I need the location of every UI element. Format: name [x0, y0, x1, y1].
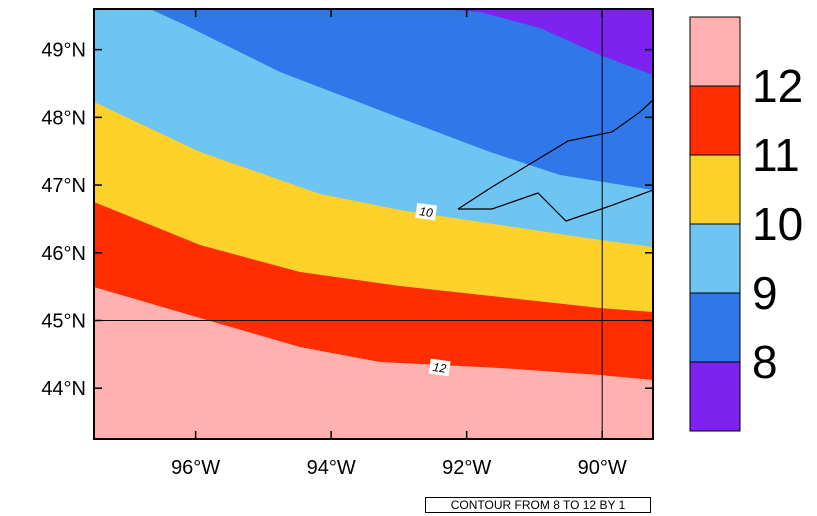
legend-swatch — [689, 16, 741, 87]
y-tick-label: 48°N — [41, 107, 86, 129]
y-tick-label: 46°N — [41, 243, 86, 265]
color-legend: 12 11 10 9 8 — [689, 16, 803, 432]
contour-labels: 10 12 — [415, 202, 451, 377]
y-tick-label: 47°N — [41, 175, 86, 197]
legend-swatch — [689, 292, 741, 363]
contour-label-text: 10 — [418, 204, 433, 220]
legend-swatch — [689, 85, 741, 156]
legend-swatch — [689, 154, 741, 225]
x-tick-label: 94°W — [307, 457, 356, 479]
legend-label: 12 — [752, 60, 803, 112]
contour-label: 12 — [428, 358, 451, 377]
legend-label: 8 — [752, 336, 778, 388]
y-tick-label: 44°N — [41, 378, 86, 400]
y-tick-label: 45°N — [41, 310, 86, 332]
x-tick-label: 90°W — [578, 457, 627, 479]
axis-ticks: 96°W 94°W 92°W 90°W 49°N 48°N 47°N 46°N 45°N 44°N — [41, 9, 653, 479]
contour-label: 10 — [415, 202, 438, 221]
x-tick-label: 96°W — [171, 457, 220, 479]
legend-label: 11 — [752, 129, 800, 181]
contour-label-text: 12 — [432, 360, 447, 376]
legend-label: 10 — [752, 198, 803, 250]
x-tick-label: 92°W — [442, 457, 491, 479]
plot-frame — [93, 8, 654, 440]
contour-label-box — [415, 202, 438, 221]
y-tick-label: 49°N — [41, 40, 86, 62]
legend-swatch — [689, 361, 741, 432]
boundary-line — [458, 189, 653, 222]
boundary-line — [457, 99, 653, 210]
band-8-9 — [150, 9, 653, 190]
contour-fill-area — [94, 9, 653, 439]
legend-label: 9 — [752, 267, 778, 319]
legend-swatch — [689, 223, 741, 294]
contour-label-box — [428, 358, 451, 377]
contour-info-label: CONTOUR FROM 8 TO 12 BY 1 — [425, 497, 651, 513]
band-below-8 — [440, 9, 653, 75]
